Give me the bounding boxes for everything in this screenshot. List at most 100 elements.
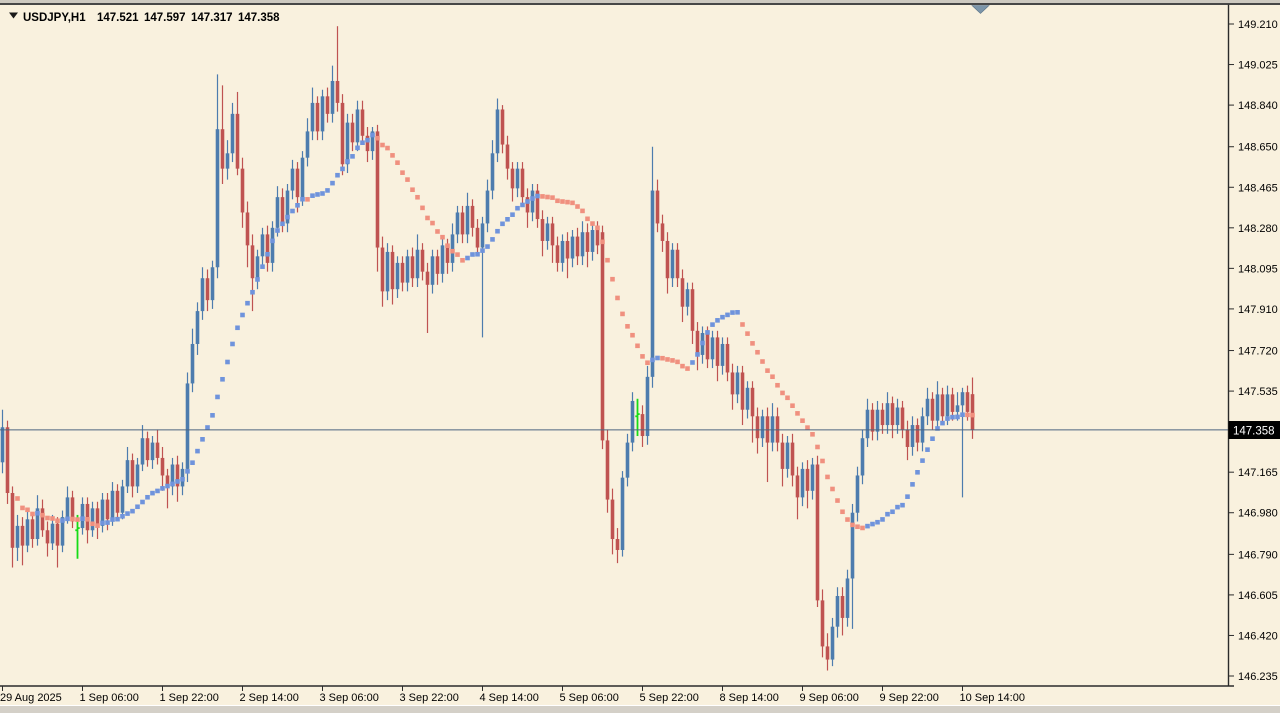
ma-dot — [240, 312, 245, 318]
ma-dot — [350, 154, 355, 159]
ma-dot — [440, 234, 445, 240]
current-price-value: 147.358 — [1233, 426, 1275, 438]
ma-dot — [280, 221, 285, 227]
bear-candle-body — [295, 168, 300, 198]
ma-dot — [135, 504, 140, 510]
bull-candle-body — [405, 256, 410, 283]
ma-dot — [65, 516, 70, 522]
ma-dot — [190, 460, 195, 465]
bull-candle-body — [300, 157, 305, 198]
ma-dot — [265, 251, 270, 257]
bull-candle-body — [495, 109, 500, 154]
bear-candle-body — [205, 278, 210, 301]
ma-dot — [175, 479, 180, 484]
ma-dot — [575, 204, 580, 209]
bull-candle-body — [545, 223, 550, 241]
ma-dot — [235, 325, 240, 331]
ma-dot — [830, 486, 835, 492]
ma-dot — [110, 517, 115, 522]
bull-candle-body — [650, 190, 655, 377]
bear-candle-body — [575, 236, 580, 257]
bull-candle-body — [670, 249, 675, 279]
ma-dot — [15, 496, 20, 501]
ma-dot — [390, 153, 395, 158]
bear-candle-body — [55, 523, 60, 546]
ma-dot — [710, 322, 715, 327]
ma-dot — [505, 216, 510, 222]
chart-plot-area[interactable] — [0, 5, 1228, 686]
ma-dot — [155, 488, 160, 494]
ma-dot — [245, 300, 250, 306]
bull-candle-body — [215, 129, 220, 268]
time-axis-label: 3 Sep 22:00 — [400, 692, 459, 704]
ma-dot — [490, 237, 495, 242]
ma-dot — [650, 357, 655, 363]
time-axis-labels: 29 Aug 2025 1 Sep 06:00 1 Sep 22:00 2 Sep 1… — [0, 686, 1025, 704]
bear-candle-body — [730, 372, 735, 395]
current-price-box: 147.358 — [1228, 421, 1280, 439]
bull-candle-body — [710, 337, 715, 360]
bear-candle-body — [600, 232, 605, 441]
ma-dot — [120, 513, 125, 519]
bull-candle-body — [895, 407, 900, 426]
bull-candle-body — [370, 131, 375, 152]
price-axis-label: 146.420 — [1238, 630, 1278, 642]
ma-dot — [715, 318, 720, 323]
ma-dot — [820, 458, 825, 464]
ma-dot — [210, 413, 215, 418]
ma-dot — [375, 135, 380, 141]
ma-dot — [55, 518, 60, 524]
ma-dot — [430, 220, 435, 226]
ma-dot — [805, 425, 810, 430]
chart-shift-marker-icon — [971, 5, 990, 14]
ma-dot — [455, 252, 460, 257]
bull-candle-body — [885, 403, 890, 426]
ma-dot — [810, 432, 815, 437]
ma-dot — [850, 522, 855, 528]
bear-candle-body — [240, 168, 245, 213]
ma-dot — [965, 412, 970, 418]
bear-candle-body — [790, 442, 795, 476]
bear-candle-body — [965, 392, 970, 412]
bull-candle-body — [590, 230, 595, 252]
bear-candle-body — [130, 460, 135, 487]
ma-dot — [905, 494, 910, 499]
ma-dot — [525, 199, 530, 204]
bull-candle-body — [150, 442, 155, 461]
ma-dot — [625, 324, 630, 329]
bull-candle-body — [455, 212, 460, 235]
price-axis[interactable] — [1229, 5, 1280, 686]
bull-candle-body — [490, 153, 495, 191]
ma-dot — [40, 512, 45, 518]
ma-dot — [50, 516, 55, 521]
price-axis-label: 148.465 — [1238, 182, 1278, 194]
bull-candle-body — [835, 596, 840, 627]
bull-candle-body — [275, 197, 280, 228]
bear-candle-body — [950, 394, 955, 412]
bull-candle-body — [960, 392, 965, 406]
bear-candle-body — [45, 530, 50, 544]
bear-candle-body — [10, 493, 15, 548]
bear-candle-body — [820, 600, 825, 647]
ma-dot — [310, 193, 315, 198]
price-axis-label: 146.980 — [1238, 508, 1278, 520]
ma-dot — [20, 505, 25, 511]
ohlc-open-value: 147.521 — [97, 12, 139, 24]
ma-dot — [560, 199, 565, 204]
bull-candle-body — [60, 517, 65, 546]
time-axis[interactable] — [0, 687, 1280, 705]
ma-dot — [790, 403, 795, 409]
ma-dot — [295, 202, 300, 208]
bull-candle-body — [25, 519, 30, 546]
bear-candle-body — [695, 330, 700, 355]
ma-dot — [370, 132, 375, 138]
ma-dot — [415, 194, 420, 200]
bull-candle-body — [875, 409, 880, 432]
ma-dot — [445, 243, 450, 249]
bear-candle-body — [160, 457, 165, 476]
ohlc-low-value: 147.317 — [191, 12, 233, 24]
bull-candle-body — [90, 508, 95, 531]
ma-dot — [205, 425, 210, 430]
ma-dot — [540, 194, 545, 199]
